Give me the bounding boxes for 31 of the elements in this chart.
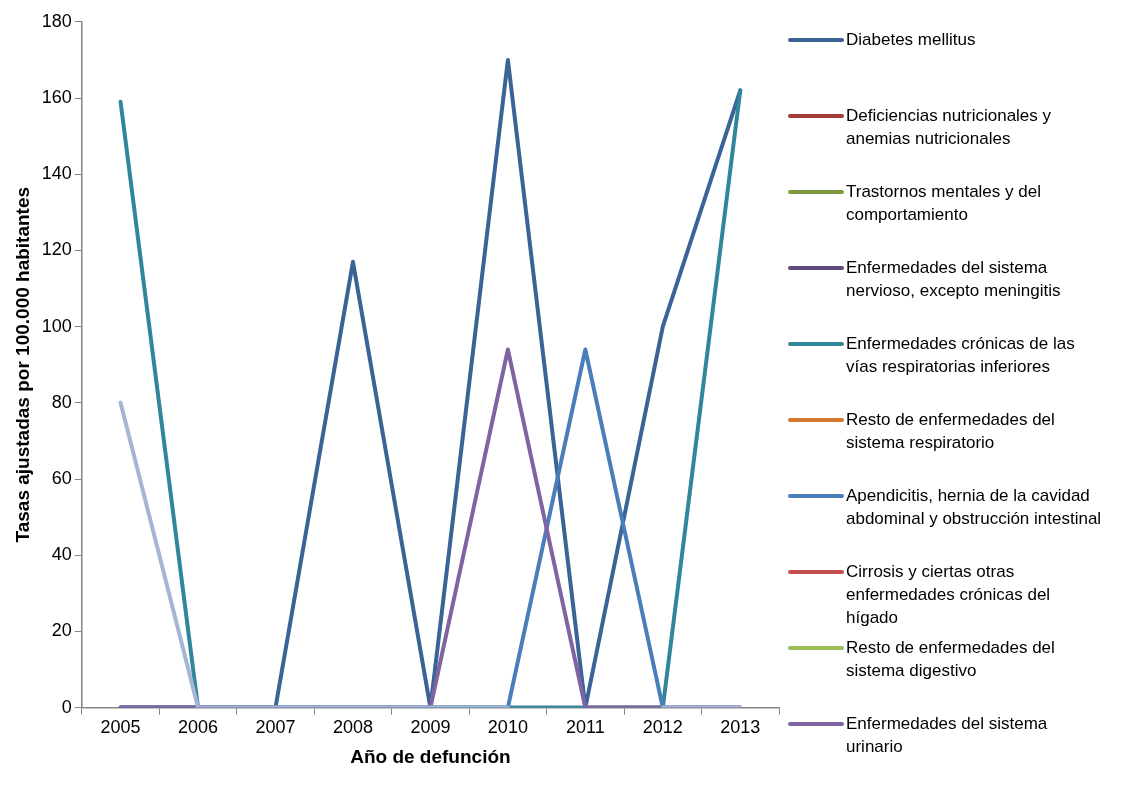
x-tick-label: 2006 xyxy=(178,717,219,738)
x-tick-label: 2007 xyxy=(255,717,296,738)
y-tick-label: 140 xyxy=(41,163,72,184)
legend-label: Cirrosis y ciertas otras enfermedades crónicas del hígado xyxy=(846,561,1052,629)
x-axis-title: Año de defunción xyxy=(350,745,511,767)
y-tick-label: 0 xyxy=(61,696,72,717)
x-tick-label: 2009 xyxy=(410,717,451,738)
legend-label: Enfermedades del sistema nervioso, excepto meningitis xyxy=(846,257,1062,302)
x-tick-label: 2005 xyxy=(100,717,141,738)
y-axis-title: Tasas ajustadas por 100.000 habitantes xyxy=(11,186,33,543)
x-tick-label: 2011 xyxy=(565,717,605,738)
y-tick-label: 60 xyxy=(51,467,72,488)
y-tick-label: 80 xyxy=(51,391,72,412)
x-tick-label: 2008 xyxy=(332,717,373,738)
x-tick-label: 2010 xyxy=(487,717,528,738)
legend-label: Enfermedades del sistema urinario xyxy=(846,713,1049,758)
legend-label: Apendicitis, hernia de la cavidad abdominal y obstrucción intestinal xyxy=(846,485,1103,530)
x-tick-label: 2013 xyxy=(720,717,761,738)
legend-label: Resto de enfermedades del sistema respiratorio xyxy=(846,409,1056,454)
y-tick-label: 120 xyxy=(41,239,72,260)
legend-label: Deficiencias nutricionales y anemias nutricionales xyxy=(846,105,1053,150)
legend-label: Trastornos mentales y del comportamiento xyxy=(846,181,1042,226)
legend-label: Enfermedades crónicas de las vías respiratorias inferiores xyxy=(846,333,1076,378)
y-tick-label: 100 xyxy=(41,315,72,336)
x-tick-label: 2012 xyxy=(642,717,683,738)
y-tick-label: 40 xyxy=(51,544,72,565)
legend-label: Resto de enfermedades del sistema digestivo xyxy=(846,637,1056,682)
y-tick-label: 20 xyxy=(51,620,72,641)
y-tick-label: 160 xyxy=(41,86,72,107)
legend-label: Diabetes mellitus xyxy=(846,29,976,51)
y-tick-label: 180 xyxy=(41,10,72,31)
